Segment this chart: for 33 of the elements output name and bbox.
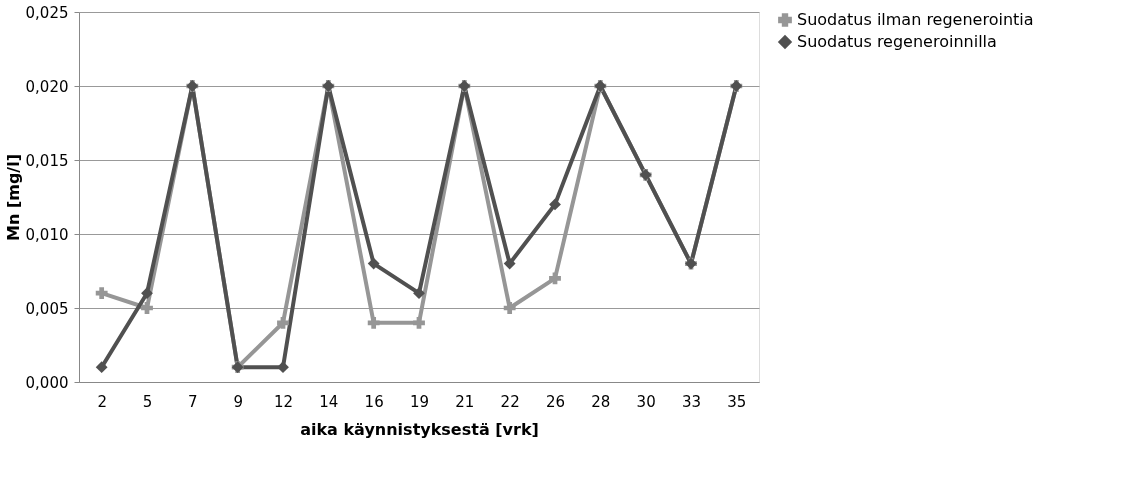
x-tick-label: 9: [233, 392, 243, 411]
y-tick-label: 0,000: [25, 373, 69, 392]
y-tick-label: 0,015: [25, 151, 69, 170]
point: [277, 316, 289, 329]
x-tick-label: 7: [188, 392, 198, 411]
x-tick-label: 26: [545, 392, 566, 411]
x-tick-label: 28: [591, 392, 611, 411]
x-tick-label: 35: [727, 392, 747, 411]
point: [95, 361, 108, 374]
x-tick-label: 2: [97, 392, 107, 411]
legend-label: Suodatus ilman regenerointia: [797, 10, 1034, 29]
x-tick-label: 12: [273, 392, 294, 411]
y-axis-title: Mn [mg/l]: [3, 154, 23, 241]
x-tick-label: 14: [319, 392, 339, 411]
point: [367, 316, 380, 329]
x-tick-label: 30: [636, 392, 656, 411]
x-tick-label: 5: [142, 392, 153, 411]
y-tick-label: 0,010: [25, 225, 69, 244]
x-tick-label: 19: [409, 392, 430, 411]
point: [413, 316, 425, 329]
x-tick-label: 21: [455, 392, 475, 411]
point: [95, 287, 108, 300]
point: [277, 361, 289, 374]
y-tick-label: 0,005: [25, 299, 69, 318]
point: [413, 287, 425, 300]
x-tick-label: 33: [681, 392, 702, 411]
x-tick-label: 16: [364, 392, 384, 411]
y-tick-label: 0,020: [25, 77, 69, 96]
y-tick-label: 0,025: [25, 3, 69, 22]
legend-label: Suodatus regeneroinnilla: [797, 32, 997, 51]
x-axis-title: aika käynnistyksestä [vrk]: [300, 419, 539, 439]
point: [141, 287, 153, 300]
x-tick-label: 22: [500, 392, 520, 411]
